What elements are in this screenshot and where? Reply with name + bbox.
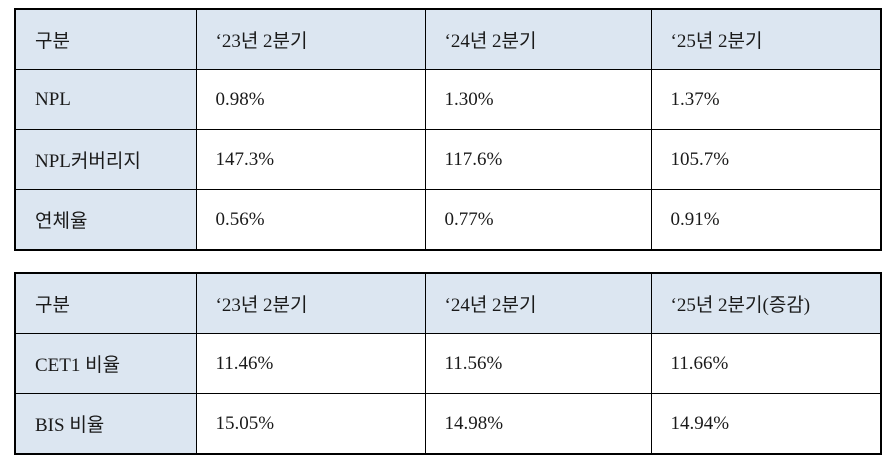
value-cell: 11.46% bbox=[195, 333, 426, 394]
header-cell-q2-2023: ‘23년 2분기 bbox=[195, 8, 426, 70]
row-label-bis-ratio: BIS 비율 bbox=[14, 393, 197, 455]
value-cell: 105.7% bbox=[650, 129, 882, 190]
header-cell-category: 구분 bbox=[14, 8, 197, 70]
value-cell: 1.30% bbox=[424, 69, 652, 130]
value-cell: 11.66% bbox=[650, 333, 882, 394]
table-row: 연체율 0.56% 0.77% 0.91% bbox=[14, 189, 882, 251]
value-cell: 1.37% bbox=[650, 69, 882, 130]
value-cell: 147.3% bbox=[195, 129, 426, 190]
value-cell: 11.56% bbox=[424, 333, 652, 394]
row-label-npl-coverage: NPL커버리지 bbox=[14, 129, 197, 190]
header-cell-q2-2025: ‘25년 2분기 bbox=[650, 8, 882, 70]
value-cell: 0.77% bbox=[424, 189, 652, 251]
header-cell-q2-2024: ‘24년 2분기 bbox=[424, 8, 652, 70]
table-row: NPL 0.98% 1.30% 1.37% bbox=[14, 69, 882, 130]
value-cell: 15.05% bbox=[195, 393, 426, 455]
table-gap bbox=[14, 251, 880, 272]
header-row: 구분 ‘23년 2분기 ‘24년 2분기 ‘25년 2분기(증감) bbox=[14, 272, 882, 334]
table-row: NPL커버리지 147.3% 117.6% 105.7% bbox=[14, 129, 882, 190]
value-cell: 14.98% bbox=[424, 393, 652, 455]
header-cell-q2-2023: ‘23년 2분기 bbox=[195, 272, 426, 334]
asset-quality-table: 구분 ‘23년 2분기 ‘24년 2분기 ‘25년 2분기 NPL 0.98% … bbox=[14, 8, 882, 251]
capital-ratio-table: 구분 ‘23년 2분기 ‘24년 2분기 ‘25년 2분기(증감) CET1 비… bbox=[14, 272, 882, 455]
header-cell-category: 구분 bbox=[14, 272, 197, 334]
value-cell: 0.98% bbox=[195, 69, 426, 130]
row-label-cet1-ratio: CET1 비율 bbox=[14, 333, 197, 394]
value-cell: 0.56% bbox=[195, 189, 426, 251]
header-cell-q2-2025-change: ‘25년 2분기(증감) bbox=[650, 272, 882, 334]
value-cell: 0.91% bbox=[650, 189, 882, 251]
header-cell-q2-2024: ‘24년 2분기 bbox=[424, 272, 652, 334]
row-label-delinquency-rate: 연체율 bbox=[14, 189, 197, 251]
value-cell: 117.6% bbox=[424, 129, 652, 190]
row-label-npl: NPL bbox=[14, 69, 197, 130]
header-row: 구분 ‘23년 2분기 ‘24년 2분기 ‘25년 2분기 bbox=[14, 8, 882, 70]
value-cell: 14.94% bbox=[650, 393, 882, 455]
table-row: BIS 비율 15.05% 14.98% 14.94% bbox=[14, 393, 882, 455]
table-row: CET1 비율 11.46% 11.56% 11.66% bbox=[14, 333, 882, 394]
